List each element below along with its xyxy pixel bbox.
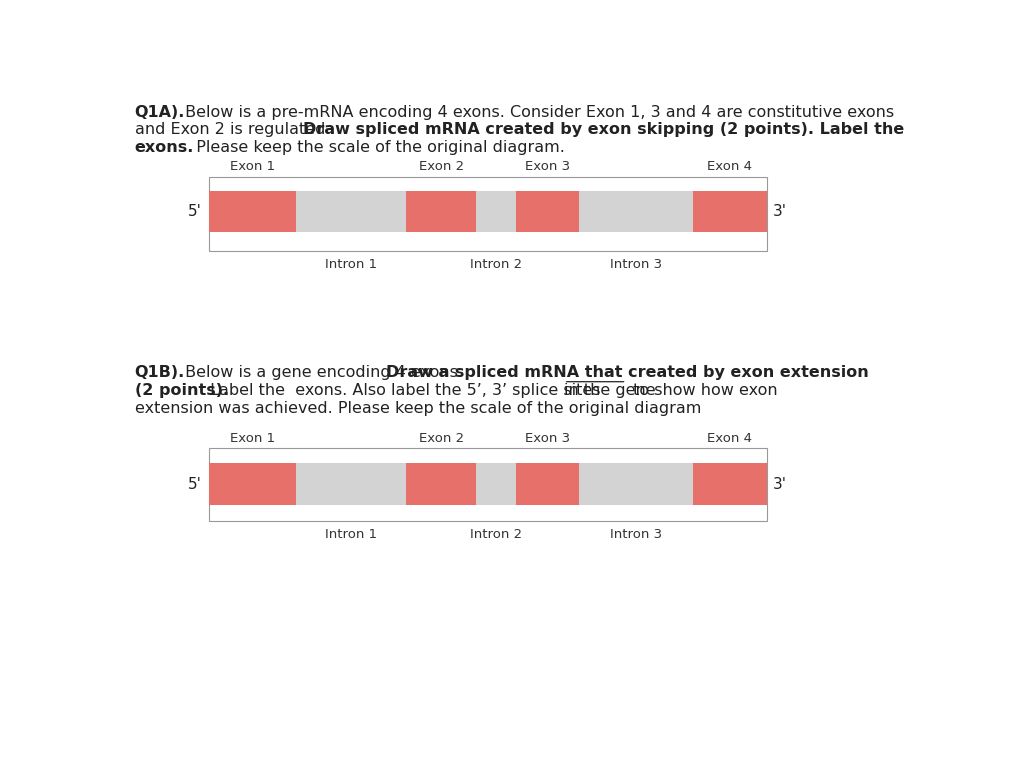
Bar bbox=[209, 448, 768, 521]
Text: Exon 2: Exon 2 bbox=[419, 432, 463, 445]
Text: 5': 5' bbox=[188, 477, 202, 491]
Text: Below is a pre-mRNA encoding 4 exons. Consider Exon 1, 3 and 4 are constitutive : Below is a pre-mRNA encoding 4 exons. Co… bbox=[180, 105, 894, 120]
Text: Exon 3: Exon 3 bbox=[524, 160, 570, 173]
Bar bbox=[209, 190, 296, 231]
Bar bbox=[209, 464, 296, 505]
Text: Exon 1: Exon 1 bbox=[230, 432, 275, 445]
Text: Draw spliced mRNA created by exon skipping (2 points). Label the: Draw spliced mRNA created by exon skippi… bbox=[303, 122, 904, 138]
Text: and Exon 2 is regulated.: and Exon 2 is regulated. bbox=[135, 122, 336, 138]
Text: extension was achieved. Please keep the scale of the original diagram: extension was achieved. Please keep the … bbox=[135, 400, 701, 416]
Text: Exon 2: Exon 2 bbox=[419, 160, 463, 173]
Text: 5': 5' bbox=[188, 203, 202, 219]
Text: (2 points).: (2 points). bbox=[135, 383, 229, 398]
Text: Exon 1: Exon 1 bbox=[230, 160, 275, 173]
Text: Intron 1: Intron 1 bbox=[324, 257, 377, 270]
Bar bbox=[406, 190, 477, 231]
Text: in the gene: in the gene bbox=[564, 383, 655, 398]
Text: to show how exon: to show how exon bbox=[628, 383, 778, 398]
Text: Intron 2: Intron 2 bbox=[470, 257, 522, 270]
Text: 3': 3' bbox=[773, 477, 787, 491]
Text: Intron 3: Intron 3 bbox=[609, 528, 662, 541]
Bar bbox=[209, 190, 768, 231]
Text: Draw a spliced mRNA that created by exon extension: Draw a spliced mRNA that created by exon… bbox=[386, 365, 869, 380]
Text: Intron 2: Intron 2 bbox=[470, 528, 522, 541]
Bar bbox=[209, 464, 768, 505]
Text: Intron 3: Intron 3 bbox=[609, 257, 662, 270]
Text: Please keep the scale of the original diagram.: Please keep the scale of the original di… bbox=[187, 140, 566, 155]
Text: Label the  exons. Also label the 5’, 3’ splice sites: Label the exons. Also label the 5’, 3’ s… bbox=[205, 383, 606, 398]
Text: Q1B).: Q1B). bbox=[135, 365, 185, 380]
Bar bbox=[693, 464, 768, 505]
Bar bbox=[209, 177, 768, 251]
Text: Q1A).: Q1A). bbox=[135, 105, 185, 120]
Text: 3': 3' bbox=[773, 203, 787, 219]
Text: Exon 4: Exon 4 bbox=[708, 432, 752, 445]
Text: Exon 4: Exon 4 bbox=[708, 160, 752, 173]
Bar bbox=[693, 190, 768, 231]
Text: exons.: exons. bbox=[135, 140, 194, 155]
Text: Exon 3: Exon 3 bbox=[524, 432, 570, 445]
Bar bbox=[406, 464, 477, 505]
Text: Below is a gene encoding 4 exons.: Below is a gene encoding 4 exons. bbox=[180, 365, 468, 380]
Bar bbox=[516, 190, 579, 231]
Bar bbox=[516, 464, 579, 505]
Text: Intron 1: Intron 1 bbox=[324, 528, 377, 541]
